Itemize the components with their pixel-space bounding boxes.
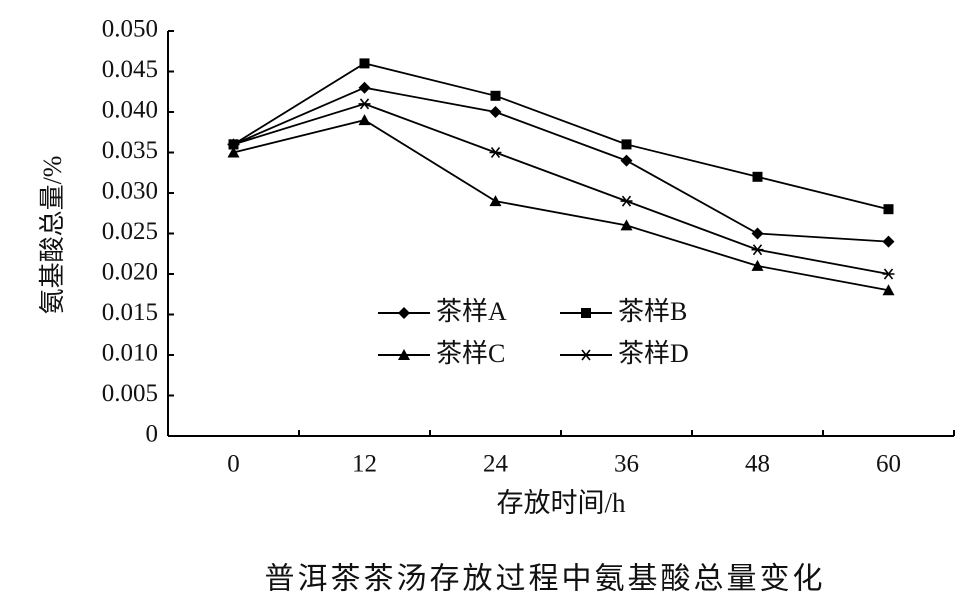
marker xyxy=(358,81,371,94)
y-tick-label: 0 xyxy=(146,421,159,448)
y-tick-label: 0.040 xyxy=(102,97,158,124)
marker xyxy=(358,98,371,110)
marker xyxy=(620,195,633,207)
y-tick-label: 0.045 xyxy=(102,56,158,83)
marker xyxy=(620,154,633,167)
marker xyxy=(581,308,591,318)
y-axis-label: 氨基酸总量/% xyxy=(38,156,67,315)
x-tick-label: 0 xyxy=(227,451,240,478)
y-tick-label: 0.025 xyxy=(102,218,158,245)
marker xyxy=(882,284,895,296)
marker xyxy=(489,147,502,158)
marker xyxy=(751,244,764,256)
marker xyxy=(882,268,895,280)
marker xyxy=(398,349,410,360)
marker xyxy=(227,138,240,150)
marker xyxy=(227,146,240,158)
y-tick-label: 0.010 xyxy=(102,340,158,367)
series-line xyxy=(233,119,889,292)
series-line xyxy=(233,86,889,243)
marker xyxy=(490,90,501,101)
y-tick-label: 0.035 xyxy=(102,137,158,164)
x-tick-label: 60 xyxy=(876,451,901,478)
y-tick-label: 0.005 xyxy=(102,380,158,407)
legend-label: 茶样C xyxy=(436,339,505,368)
y-tick-label: 0.050 xyxy=(102,16,158,43)
marker xyxy=(882,235,895,248)
x-axis-label: 存放时间/h xyxy=(496,488,626,518)
x-tick-label: 24 xyxy=(483,451,509,478)
x-tick-label: 12 xyxy=(352,451,377,478)
x-tick-label: 48 xyxy=(745,451,770,478)
marker xyxy=(751,259,764,271)
marker xyxy=(621,139,632,150)
marker xyxy=(752,171,763,182)
y-tick-label: 0.015 xyxy=(102,299,158,326)
series-line xyxy=(233,102,889,275)
legend-label: 茶样A xyxy=(436,297,507,326)
marker xyxy=(751,227,764,240)
marker xyxy=(883,204,894,215)
marker xyxy=(358,114,371,126)
marker xyxy=(620,219,633,231)
marker xyxy=(489,195,502,207)
marker xyxy=(489,106,502,118)
series-line xyxy=(233,62,889,211)
legend-label: 茶样D xyxy=(618,339,689,368)
x-tick-label: 36 xyxy=(614,451,639,478)
marker xyxy=(359,58,370,69)
y-tick-label: 0.030 xyxy=(102,178,158,205)
y-tick-label: 0.020 xyxy=(102,259,158,286)
legend-label: 茶样B xyxy=(618,297,687,326)
marker xyxy=(398,307,410,319)
marker xyxy=(580,349,592,361)
caption: 普洱茶茶汤存放过程中氨基酸总量变化 xyxy=(265,562,826,597)
